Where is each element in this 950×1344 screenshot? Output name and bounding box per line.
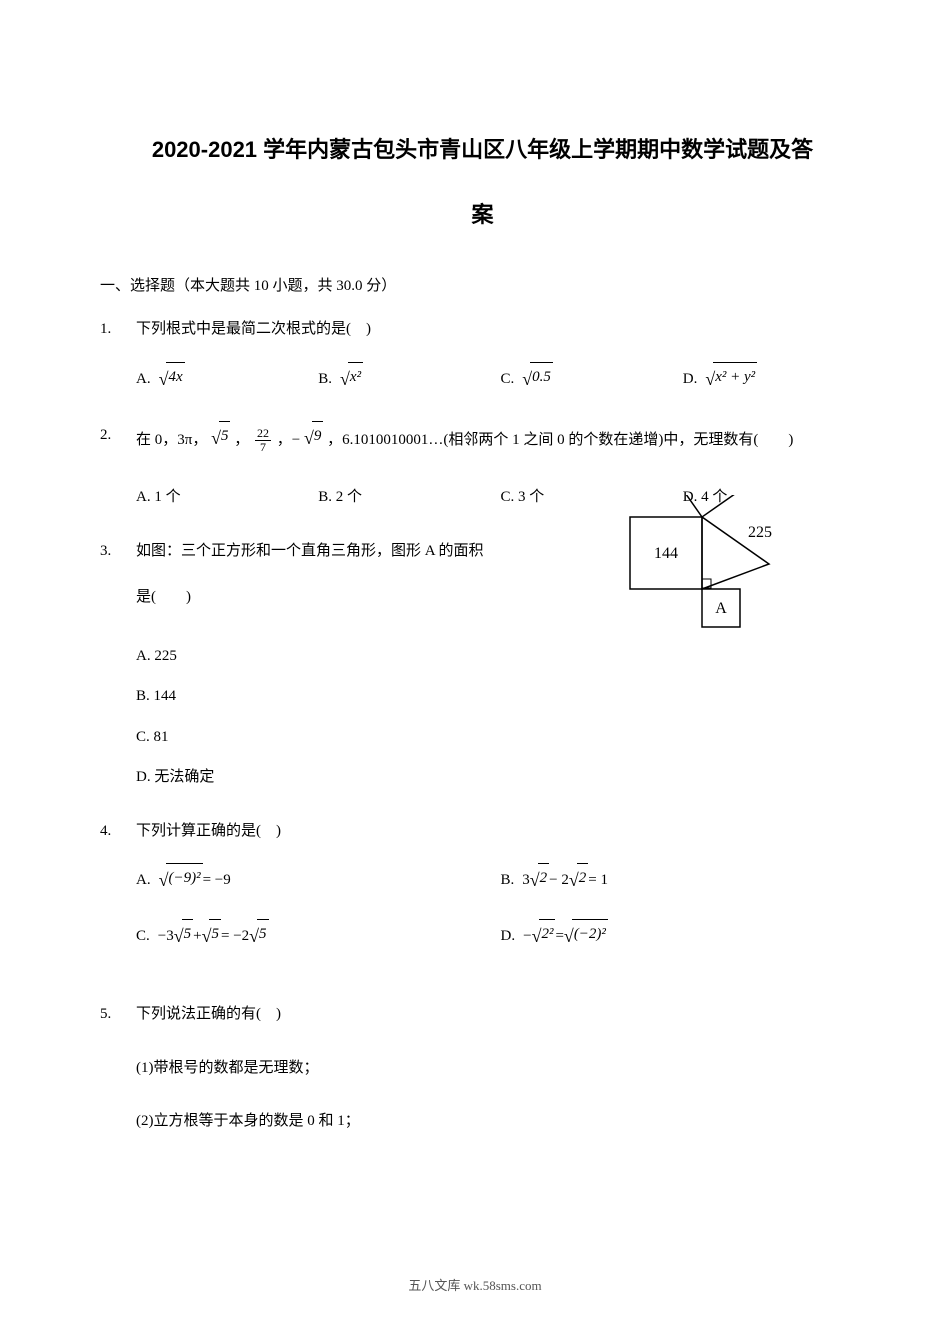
q1-number: 1. [100,315,136,344]
q4-option-d: D. − √2² = √(−2)² [501,919,866,953]
q2-number: 2. [100,421,136,455]
fig-label-144: 144 [654,545,678,562]
q1-text: 下列根式中是最简二次根式的是( ) [136,315,865,344]
q4-text: 下列计算正确的是( ) [136,817,865,846]
question-1: 1. 下列根式中是最简二次根式的是( ) A. √4x B. √x² C. √0… [100,315,865,396]
q3-option-a: A. 225 [136,642,865,671]
q4-option-a: A. √(−9)² = −9 [136,863,501,897]
question-5: 5. 下列说法正确的有( ) (1)带根号的数都是无理数； (2)立方根等于本身… [100,1000,865,1136]
q5-sub-1: (1)带根号的数都是无理数； [100,1054,865,1083]
q4-option-c: C. −3 √5 + √5 = −2 √5 [136,919,501,953]
question-4: 4. 下列计算正确的是( ) A. √(−9)² = −9 B. 3 √2 − … [100,817,865,976]
q3-option-d: D. 无法确定 [136,763,865,792]
page-footer: 五八文库 wk.58sms.com [0,1275,950,1294]
q3-figure: 144 225 A [620,495,820,640]
q2-option-b: B. 2 个 [318,483,500,512]
fig-label-225: 225 [748,524,772,541]
q3-option-b: B. 144 [136,682,865,711]
q1-option-a: A. √4x [136,362,318,396]
q3-option-c: C. 81 [136,723,865,752]
title-line-2: 案 [100,195,865,235]
section-1-header: 一、选择题（本大题共 10 小题，共 30.0 分） [100,274,865,295]
q3-number: 3. [100,537,136,566]
q2-text: 在 0，3π， √5 ， 227 ，− √9 ，6.1010010001…(相邻… [136,421,865,455]
title-line-1: 2020-2021 学年内蒙古包头市青山区八年级上学期期中数学试题及答 [100,130,865,170]
q4-option-b: B. 3 √2 − 2 √2 = 1 [501,863,866,897]
fig-label-a: A [715,600,727,617]
q5-number: 5. [100,1000,136,1029]
squares-triangle-diagram: 144 225 A [620,495,820,635]
q1-option-d: D. √x² + y² [683,362,865,396]
exam-title: 2020-2021 学年内蒙古包头市青山区八年级上学期期中数学试题及答 案 [100,130,865,234]
q4-number: 4. [100,817,136,846]
q1-option-b: B. √x² [318,362,500,396]
q2-option-a: A. 1 个 [136,483,318,512]
q1-option-c: C. √0.5 [501,362,683,396]
q5-sub-2: (2)立方根等于本身的数是 0 和 1； [100,1107,865,1136]
q5-text: 下列说法正确的有( ) [136,1000,865,1029]
